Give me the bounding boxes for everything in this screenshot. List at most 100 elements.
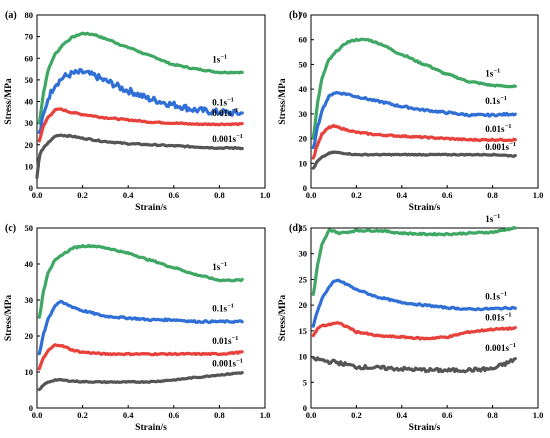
y-tick-label: 10 — [299, 352, 308, 362]
series-label-1s-1: 1s−1 — [485, 68, 500, 79]
y-tick-label: 80 — [25, 10, 34, 20]
series-line-1s-1 — [37, 243, 244, 319]
series-line-0.1s-1 — [37, 299, 244, 356]
series-label-0.1s-1: 0.1s−1 — [485, 95, 507, 106]
x-tick-label: 0.4 — [123, 190, 134, 200]
y-tick-label: 10 — [25, 367, 34, 377]
chart-panel-2: 0.0 0.2 0.4 0.6 0.8 1.0 0 10 20 30 40 50 60 70 Strain/… — [278, 10, 543, 213]
panel-label: (d) — [289, 223, 301, 234]
y-tick-label: 30 — [299, 109, 308, 119]
x-tick-label: 0.6 — [442, 190, 453, 200]
y-tick-label: 50 — [25, 75, 34, 85]
x-tick-label: 0.6 — [442, 410, 453, 420]
y-tick-label: 25 — [299, 274, 308, 284]
y-tick-label: 0 — [303, 183, 307, 193]
series-line-0.1s-1 — [311, 278, 517, 328]
x-tick-label: 0.6 — [168, 190, 179, 200]
y-axis-title: Stress/MPa — [4, 295, 14, 342]
x-tick-label: 1.0 — [533, 410, 544, 420]
y-tick-label: 20 — [25, 331, 34, 341]
series-label-0.1s-1: 0.1s−1 — [485, 291, 507, 302]
y-tick-label: 20 — [299, 300, 308, 310]
y-tick-label: 30 — [299, 249, 308, 259]
series-line-0.1s-1 — [37, 67, 244, 134]
series-label-1s-1: 1s−1 — [485, 213, 500, 224]
chart-panel-1: 0.0 0.2 0.4 0.6 0.8 1.0 0 10 20 30 40 50 60 70 80 Strai… — [4, 10, 270, 213]
x-tick-label: 1.0 — [260, 190, 271, 200]
y-tick-label: 0 — [303, 403, 307, 413]
panel-label: (b) — [289, 10, 301, 21]
series-label-0.001s-1: 0.001s−1 — [212, 133, 243, 144]
y-tick-label: 0 — [29, 183, 33, 193]
x-tick-label: 0.0 — [306, 190, 317, 200]
series-line-1s-1 — [311, 226, 517, 296]
series-label-0.1s-1: 0.1s−1 — [212, 303, 234, 314]
y-tick-label: 70 — [25, 32, 34, 42]
y-tick-label: 15 — [299, 326, 308, 336]
x-tick-label: 0.4 — [396, 190, 407, 200]
y-tick-label: 70 — [299, 10, 308, 20]
y-tick-label: 10 — [25, 161, 34, 171]
x-axis-title: Strain/s — [135, 423, 167, 433]
x-axis-title: Strain/s — [135, 203, 167, 213]
series-label-0.001s-1: 0.001s−1 — [485, 141, 516, 152]
series-line-0.01s-1 — [37, 107, 244, 143]
y-tick-label: 35 — [299, 223, 308, 233]
series-label-1s-1: 1s−1 — [212, 53, 227, 64]
series-label-0.01s-1: 0.01s−1 — [485, 123, 511, 134]
series-line-1s-1 — [311, 37, 517, 140]
series-label-0.01s-1: 0.01s−1 — [212, 107, 238, 118]
y-tick-label: 20 — [299, 134, 308, 144]
x-tick-label: 0.0 — [32, 190, 43, 200]
y-axis-title: Stress/MPa — [278, 295, 288, 342]
y-tick-label: 40 — [25, 97, 34, 107]
y-tick-label: 50 — [25, 223, 34, 233]
x-axis-title: Strain/s — [409, 203, 441, 213]
series-line-0.001s-1 — [35, 133, 244, 180]
x-tick-label: 0.8 — [487, 410, 498, 420]
x-tick-label: 0.2 — [77, 410, 88, 420]
y-tick-label: 60 — [299, 35, 308, 45]
panel-label: (a) — [5, 10, 17, 21]
x-tick-label: 1.0 — [533, 190, 544, 200]
series-label-0.001s-1: 0.001s−1 — [485, 342, 516, 353]
series-label-0.01s-1: 0.01s−1 — [212, 335, 238, 346]
y-tick-label: 50 — [299, 59, 308, 69]
chart-panel-4: 0.0 0.2 0.4 0.6 0.8 1.0 0 5 10 15 20 25 30 35 Strain/s… — [278, 213, 543, 433]
series-line-0.001s-1 — [311, 150, 517, 170]
series-line-0.01s-1 — [311, 123, 517, 160]
x-tick-label: 0.8 — [214, 410, 225, 420]
x-tick-label: 0.0 — [32, 410, 43, 420]
x-tick-label: 1.0 — [260, 410, 271, 420]
series-line-0.001s-1 — [311, 355, 517, 374]
x-tick-label: 0.6 — [168, 410, 179, 420]
y-tick-label: 30 — [25, 118, 34, 128]
series-label-0.01s-1: 0.01s−1 — [485, 311, 511, 322]
y-tick-label: 40 — [25, 259, 34, 269]
x-tick-label: 0.8 — [214, 190, 225, 200]
y-tick-label: 20 — [25, 140, 34, 150]
series-line-1s-1 — [37, 31, 244, 125]
y-axis-title: Stress/MPa — [4, 78, 14, 125]
plot-frame — [36, 227, 266, 409]
x-tick-label: 0.0 — [306, 410, 317, 420]
x-axis-title: Strain/s — [409, 423, 441, 433]
series-label-0.1s-1: 0.1s−1 — [212, 96, 234, 107]
plot-frame — [310, 227, 539, 409]
y-tick-label: 60 — [25, 53, 34, 63]
series-line-0.1s-1 — [311, 90, 517, 150]
y-axis-title: Stress/MPa — [278, 78, 288, 125]
x-tick-label: 0.2 — [77, 190, 88, 200]
series-line-0.001s-1 — [37, 371, 244, 392]
y-tick-label: 5 — [303, 377, 307, 387]
y-tick-label: 40 — [299, 84, 308, 94]
x-tick-label: 0.4 — [396, 410, 407, 420]
series-line-0.01s-1 — [37, 343, 244, 371]
x-tick-label: 0.2 — [351, 190, 362, 200]
y-tick-label: 30 — [25, 295, 34, 305]
x-tick-label: 0.4 — [123, 410, 134, 420]
x-tick-label: 0.8 — [487, 190, 498, 200]
chart-panel-3: 0.0 0.2 0.4 0.6 0.8 1.0 0 10 20 30 40 50 Strain/s Str… — [4, 223, 270, 433]
series-line-0.01s-1 — [311, 321, 517, 341]
